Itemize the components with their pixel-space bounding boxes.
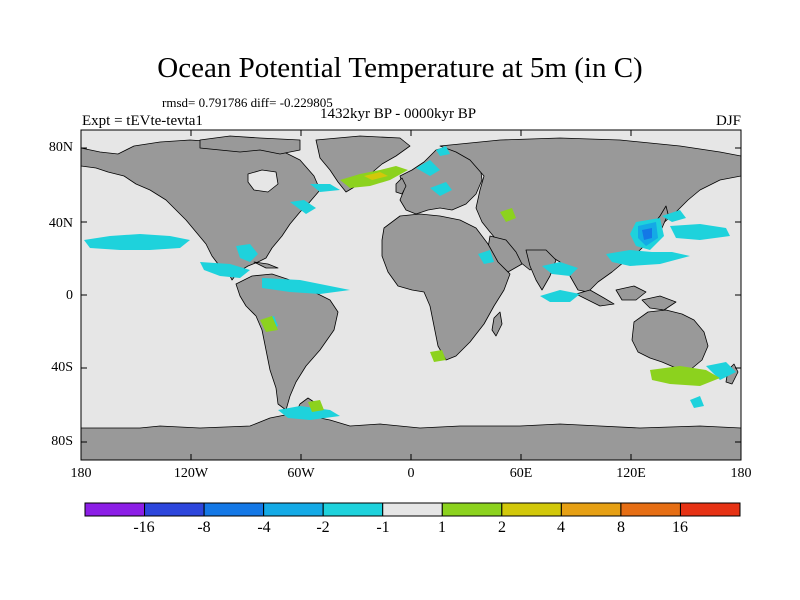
anomaly-warm-patch [500,208,516,222]
y-tick-label: 80N [48,140,73,155]
landmass-arctic-islands [199,135,301,155]
colorbar-swatch [441,502,503,517]
colorbar-swatch [263,502,324,517]
anomaly-cool-patch [200,262,250,278]
colorbar [84,502,741,517]
anomaly-cool-patch [670,224,730,240]
colorbar-swatch [203,502,265,517]
colorbar-label: -16 [133,519,155,536]
rmsd-diff-stats: rmsd= 0.791786 diff= -0.229805 [162,95,333,110]
colorbar-swatch [620,502,681,517]
y-tick-label: 40N [48,216,73,231]
landmass-africa [381,213,511,361]
landmass-antarctica [81,413,741,460]
colorbar-swatch [382,502,443,517]
colorbar-label: 1 [438,519,446,536]
anomaly-warm-patch [430,350,446,362]
colorbar-label: -4 [257,519,271,536]
landmass-madagascar [491,311,503,337]
colorbar-swatch [560,502,622,517]
water-hudson-bay [247,169,279,193]
colorbar-swatch [322,502,384,517]
anomaly-cool-patch [278,406,340,420]
page-title: Ocean Potential Temperature at 5m (in C) [157,52,643,84]
landmass-british-isles [395,177,407,195]
season-label: DJF [715,113,741,129]
anomaly-cool-patch [542,262,578,276]
x-tick-label: 180 [70,466,92,481]
colorbar-swatch [679,502,741,517]
colorbar-label: 4 [557,519,565,536]
y-tick-label: 0 [66,288,73,303]
colorbar-swatch [144,502,205,517]
x-tick-label: 0 [407,466,415,481]
anomaly-warm-patch [308,400,324,412]
x-tick-label: 120E [616,466,646,481]
landmass-cuba [253,261,279,269]
anomaly-warm-patch [650,366,720,386]
anomaly-cool-patch [706,362,736,380]
anomaly-cool-patch [262,278,350,294]
landmass-australia [631,309,709,371]
x-tick-label: 60W [287,466,315,481]
colorbar-label: 16 [672,519,688,536]
colorbar-label: 8 [617,519,625,536]
anomaly-cool-patch [540,290,580,302]
anomaly-cool-patch [430,182,452,196]
anomaly-cold-patch [642,228,652,240]
x-tick-label: 180 [730,466,752,481]
landmass-india [525,249,557,291]
experiment-label: Expt = tEVte-tevta1 [82,113,203,129]
y-tick-label: 80S [51,434,73,449]
landmass-europe [399,145,483,215]
anomaly-cool-patch [84,234,190,250]
landmass-indonesia [575,285,677,311]
anomaly-cool-patch [436,146,450,156]
x-tick-label: 60E [509,466,533,481]
colorbar-label: -1 [376,519,390,536]
anomaly-cool-patch [416,160,440,176]
anomaly-cool-patch [606,250,690,266]
anomaly-cool-patch [310,184,340,192]
anomaly-cool-patch [662,210,686,222]
colorbar-label: 2 [498,519,506,536]
anomaly-cool-patch [236,244,258,262]
anomaly-cool-patch [690,396,704,408]
colorbar-swatch [84,502,146,517]
time-period: 1432kyr BP - 0000kyr BP [320,106,477,122]
anomaly-warm-patch [364,172,388,180]
x-tick-label: 120W [173,466,209,481]
y-tick-label: 40S [51,360,73,375]
colorbar-swatch [501,502,562,517]
anomaly-cool-patch [290,200,316,214]
anomaly-cool-patch [478,250,494,264]
colorbar-label: -2 [316,519,330,536]
colorbar-label: -8 [197,519,211,536]
anomaly-warm-patch [260,316,278,332]
